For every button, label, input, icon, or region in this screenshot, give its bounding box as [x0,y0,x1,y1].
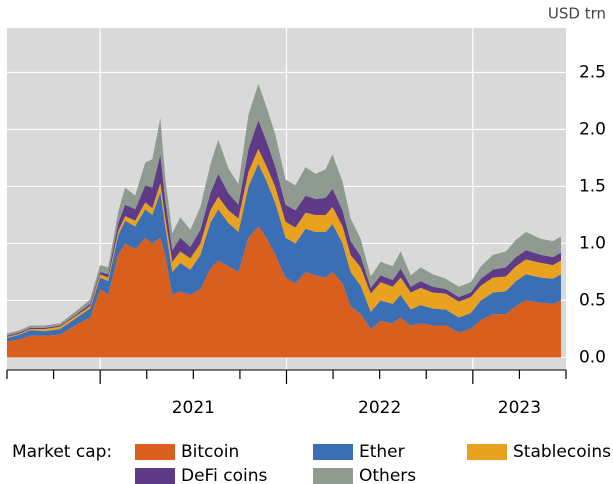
legend-label: Stablecoins [513,442,611,462]
legend-swatch [135,468,175,484]
unit-label: USD trn [548,5,606,23]
x-tick-label: 2023 [498,398,541,418]
area [7,163,561,342]
area [7,226,561,358]
legend-swatch [313,468,353,484]
area [7,148,561,339]
legend-swatch [135,444,175,460]
y-tick-label: 0.5 [579,290,606,310]
y-tick-label: 1.0 [579,233,606,253]
y-tick-label: 0.0 [579,347,606,367]
legend-title: Market cap: [12,442,112,462]
x-tick-label: 2022 [358,398,401,418]
y-tick-label: 2.5 [579,62,606,82]
legend-label: Ether [359,442,405,462]
legend-label: Bitcoin [181,442,239,462]
y-tick-label: 1.5 [579,176,606,196]
y-tick-label: 2.0 [579,119,606,139]
x-tick-label: 2021 [172,398,215,418]
legend-label: Others [359,466,416,484]
legend-swatch [467,444,507,460]
area [7,83,561,336]
legend-swatch [313,444,353,460]
area [7,120,561,337]
legend-label: DeFi coins [181,466,267,484]
